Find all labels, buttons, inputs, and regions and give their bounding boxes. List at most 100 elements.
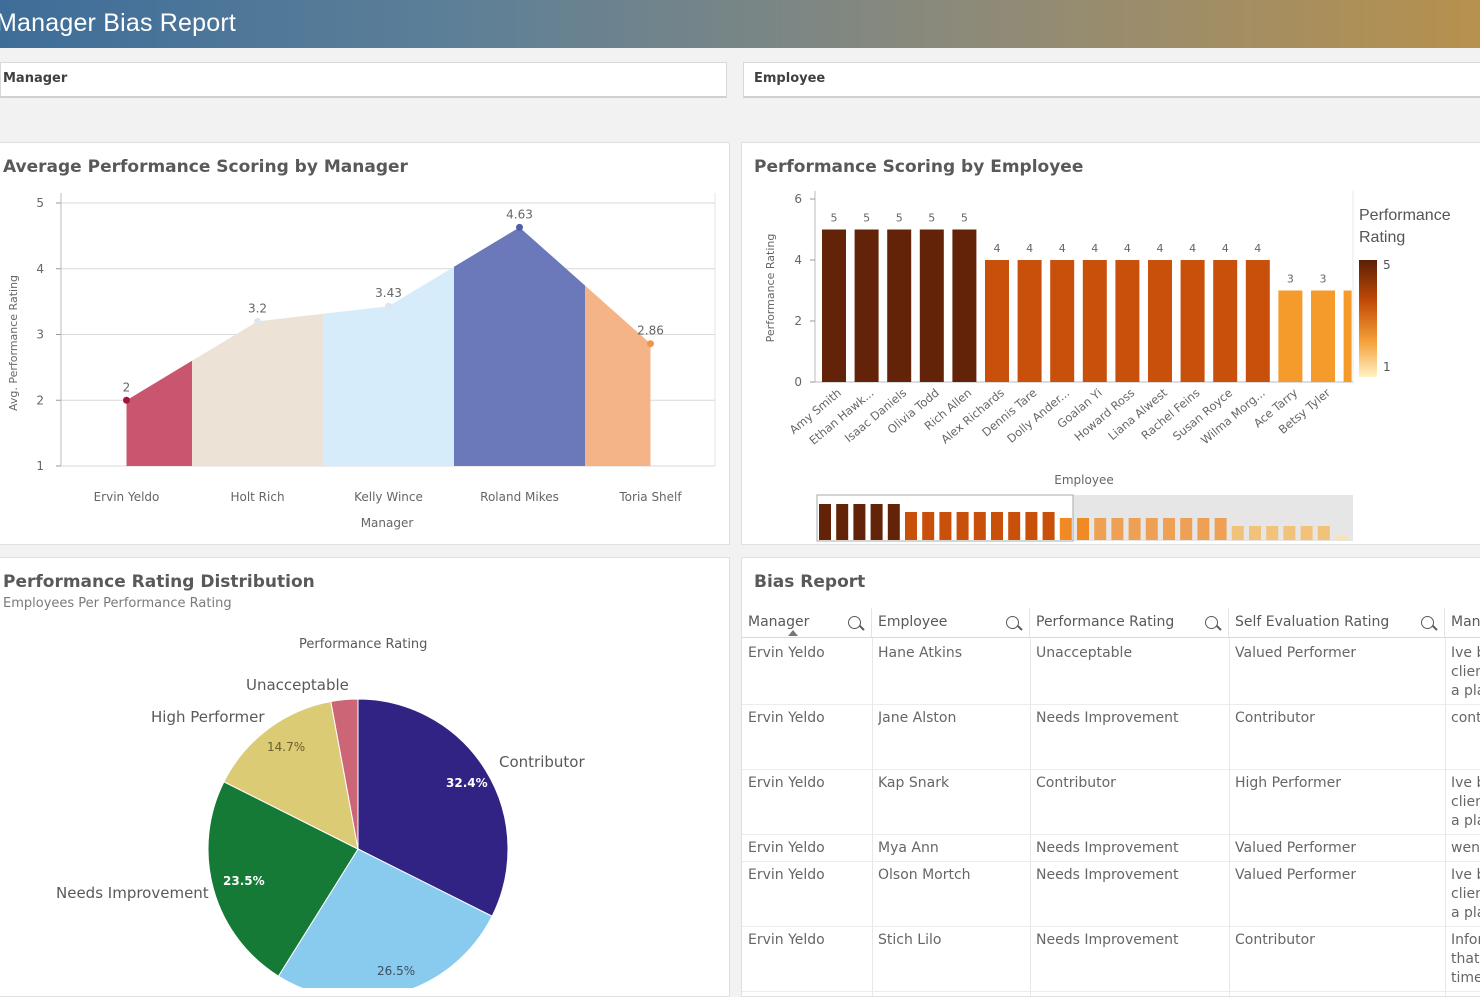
table-cell-self: Valued Performer bbox=[1235, 645, 1357, 661]
row-divider bbox=[742, 991, 1480, 992]
data-point[interactable] bbox=[516, 223, 523, 231]
mini-bar bbox=[1094, 518, 1107, 540]
row-divider bbox=[742, 926, 1480, 927]
table-cell-comment: that bbox=[1451, 951, 1480, 967]
data-point[interactable] bbox=[385, 302, 392, 310]
x-tick-label: Ervin Yeldo bbox=[94, 490, 160, 504]
y-tick-label: 4 bbox=[794, 253, 802, 267]
table-cell-rating: Unacceptable bbox=[1036, 645, 1133, 661]
area-segment-0[interactable] bbox=[126, 360, 193, 466]
employee-bar[interactable] bbox=[854, 229, 879, 383]
employee-bar[interactable] bbox=[1050, 260, 1075, 382]
avg-chart-title: Average Performance Scoring by Manager bbox=[3, 157, 408, 177]
mini-bar bbox=[1283, 526, 1296, 540]
employee-filter-label: Employee bbox=[754, 71, 826, 86]
mini-bar bbox=[1128, 518, 1141, 540]
pie-slice-valued-performer[interactable] bbox=[277, 848, 493, 988]
mini-bar bbox=[973, 512, 986, 540]
employee-bar[interactable] bbox=[822, 229, 846, 383]
table-cell-comment: went bbox=[1451, 840, 1480, 856]
table-cell-employee: Olson Mortch bbox=[878, 867, 971, 883]
table-cell-comment: clien bbox=[1451, 794, 1480, 810]
mini-bar bbox=[1008, 512, 1021, 540]
employee-bar-partial[interactable] bbox=[1343, 290, 1352, 383]
employee-bar[interactable] bbox=[1148, 260, 1172, 382]
avg-performance-panel[interactable]: Average Performance Scoring by Manager 5… bbox=[0, 142, 730, 545]
column-divider bbox=[1030, 638, 1031, 996]
employee-bar[interactable] bbox=[952, 229, 977, 383]
employee-bar[interactable] bbox=[985, 260, 1009, 382]
employee-bar[interactable] bbox=[1082, 260, 1107, 382]
employee-bar[interactable] bbox=[887, 229, 912, 383]
page-title: Manager Bias Report bbox=[0, 9, 237, 37]
employee-bar[interactable] bbox=[1311, 290, 1335, 383]
bar-value-label: 5 bbox=[831, 212, 838, 225]
table-cell-comment: Ive b bbox=[1451, 867, 1480, 883]
area-segment-2[interactable] bbox=[323, 266, 454, 466]
pie-slice-high-performer[interactable] bbox=[223, 700, 359, 850]
area-segment-4[interactable] bbox=[585, 285, 651, 466]
table-cell-comment: a pla bbox=[1451, 683, 1480, 699]
bias-report-panel[interactable]: Bias Report Manager Employee Performance… bbox=[741, 557, 1480, 997]
table-cell-employee: Mya Ann bbox=[878, 840, 939, 856]
col-header-performance-rating[interactable]: Performance Rating bbox=[1030, 608, 1229, 638]
mini-bar bbox=[1163, 518, 1175, 540]
y-axis-title: Performance Rating bbox=[764, 234, 777, 343]
mini-bar bbox=[887, 504, 900, 540]
mini-bar bbox=[1231, 526, 1244, 540]
mini-bar bbox=[1317, 526, 1330, 540]
employee-bar[interactable] bbox=[1017, 260, 1042, 382]
column-divider bbox=[872, 638, 873, 996]
legend-title-line1: Performance bbox=[1359, 207, 1451, 224]
table-cell-comment: Infor bbox=[1451, 932, 1480, 948]
data-point[interactable] bbox=[254, 317, 261, 325]
area-segment-1[interactable] bbox=[192, 313, 323, 466]
employee-filter[interactable]: Employee bbox=[743, 62, 1480, 98]
area-segment-3[interactable] bbox=[454, 227, 585, 466]
pie-slice-contributor[interactable] bbox=[357, 698, 509, 917]
search-icon[interactable] bbox=[848, 616, 861, 629]
employee-bar[interactable] bbox=[1213, 260, 1238, 382]
bar-value-label: 4 bbox=[1124, 242, 1131, 255]
mini-bar bbox=[1266, 526, 1279, 540]
bar-value-label: 5 bbox=[928, 212, 935, 225]
data-point[interactable] bbox=[123, 396, 130, 404]
mini-bar bbox=[853, 504, 866, 540]
employee-performance-panel[interactable]: Performance Scoring by Employee 6 4 2 0 5 Amy… bbox=[741, 142, 1480, 545]
col-header-manager-comment[interactable]: Man bbox=[1445, 608, 1480, 638]
rating-distribution-panel[interactable]: Performance Rating Distribution Employee… bbox=[0, 557, 730, 997]
search-icon[interactable] bbox=[1006, 616, 1019, 629]
table-cell-comment: Ive b bbox=[1451, 645, 1480, 661]
table-cell-manager: Ervin Yeldo bbox=[748, 775, 825, 791]
data-point[interactable] bbox=[647, 340, 654, 348]
avg-performance-chart: 5 4 3 2 1 2 Ervin Yeldo 3.2 Holt Rich 3.43 Kelly W… bbox=[7, 193, 716, 530]
search-icon[interactable] bbox=[1205, 616, 1218, 629]
table-cell-comment: a pla bbox=[1451, 813, 1480, 829]
mini-bar bbox=[939, 512, 952, 540]
employee-bar[interactable] bbox=[1115, 260, 1140, 382]
col-header-manager[interactable]: Manager bbox=[742, 608, 872, 638]
employee-bar[interactable] bbox=[919, 229, 944, 383]
mini-bar bbox=[1077, 518, 1089, 540]
mini-bar bbox=[905, 512, 917, 540]
employee-bar[interactable] bbox=[1245, 260, 1270, 382]
manager-filter[interactable]: Manager bbox=[0, 62, 727, 98]
value-label: 2 bbox=[123, 380, 131, 394]
table-cell-comment: clien bbox=[1451, 664, 1480, 680]
table-cell-rating: Needs Improvement bbox=[1036, 840, 1179, 856]
bar-value-label: 5 bbox=[961, 212, 968, 225]
search-icon[interactable] bbox=[1421, 616, 1434, 629]
employee-bar[interactable] bbox=[1278, 290, 1303, 383]
x-tick-label: Toria Shelf bbox=[618, 490, 682, 504]
pie-slice-unacceptable[interactable] bbox=[330, 698, 359, 850]
pie-label-needs-improvement: Needs Improvement bbox=[56, 884, 209, 902]
employee-bar[interactable] bbox=[1180, 260, 1205, 382]
pie-pct-needs: 23.5% bbox=[223, 874, 265, 888]
pie-label-contributor: Contributor bbox=[499, 753, 585, 771]
col-header-employee[interactable]: Employee bbox=[872, 608, 1030, 638]
sort-asc-icon[interactable] bbox=[788, 630, 798, 636]
table-cell-comment: clien bbox=[1451, 886, 1480, 902]
bar-value-label: 5 bbox=[896, 212, 903, 225]
col-header-self-evaluation[interactable]: Self Evaluation Rating bbox=[1229, 608, 1445, 638]
